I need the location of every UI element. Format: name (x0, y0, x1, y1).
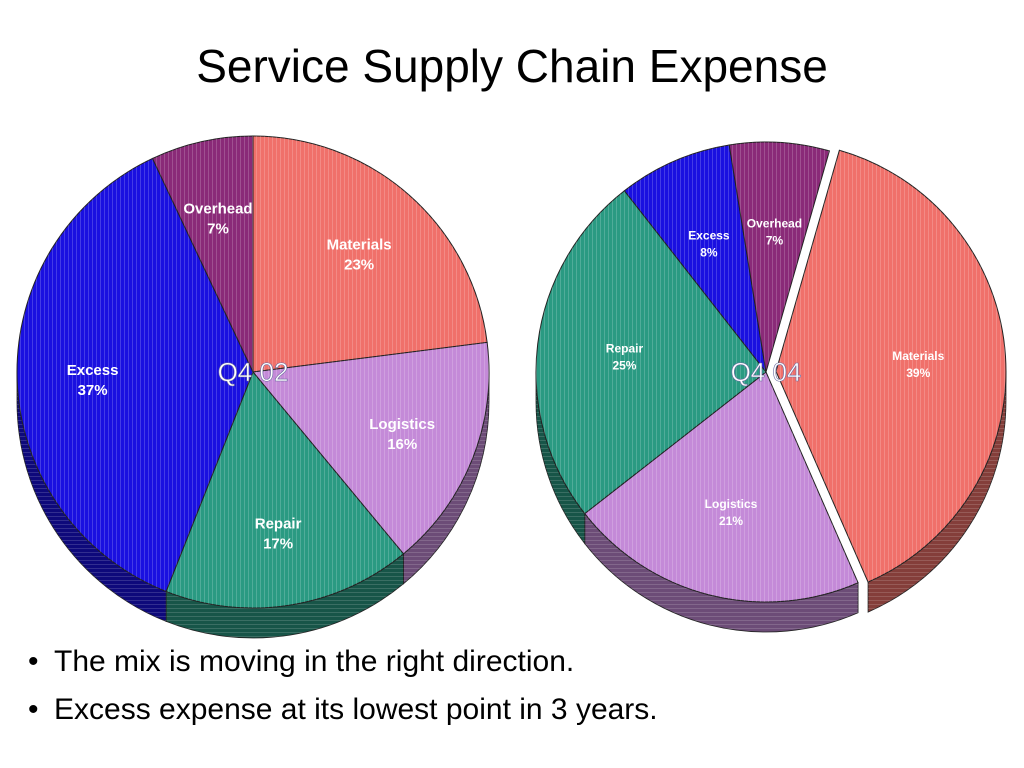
pie-slice-texture (775, 150, 1006, 583)
slice-label-overhead: Overhead (747, 217, 802, 231)
pie-chart-q4-04: Materials 39% Logistics 21% Repair 25% Excess 8… (535, 141, 1007, 633)
pie-slice-texture (166, 372, 404, 608)
pie-slice-texture (152, 136, 253, 372)
bullet-item: • The mix is moving in the right directio… (28, 638, 658, 686)
slice-label-logistics: Logistics (369, 416, 435, 433)
slice-value-repair: 25% (612, 359, 636, 373)
pie-side-texture (166, 553, 404, 638)
slice-value-overhead: 7% (766, 234, 784, 248)
slice-value-logistics: 16% (387, 436, 417, 453)
pie-chart-q4-02: Materials 23% Logistics 16% Repair 17% Excess 3… (16, 135, 490, 639)
slice-value-excess: 37% (78, 382, 108, 399)
pie-slice-texture (584, 372, 859, 602)
slice-value-overhead: 7% (207, 220, 229, 237)
slice-label-materials: Materials (892, 349, 944, 363)
pie-center-label: Q4 02 (218, 357, 289, 387)
pie-side-texture (536, 372, 585, 544)
slice-label-repair: Repair (606, 342, 644, 356)
bullet-dot: • (28, 645, 39, 678)
pie-center-label: Q4 04 (731, 357, 802, 387)
pie-slice-texture (624, 144, 766, 372)
slice-value-repair: 17% (263, 536, 293, 553)
pie-side-texture (868, 371, 1006, 613)
pie-side-texture (403, 372, 489, 584)
bullet-dot: • (28, 693, 39, 726)
slide-title: Service Supply Chain Expense (196, 40, 828, 92)
slice-value-logistics: 21% (719, 514, 743, 528)
bullet-list: • The mix is moving in the right directio… (28, 638, 658, 734)
pie-slice-texture (16, 158, 253, 592)
slice-value-materials: 39% (906, 366, 930, 380)
pie-slice-texture (253, 342, 489, 554)
slice-label-logistics: Logistics (705, 497, 758, 511)
pie-side-texture (17, 372, 167, 622)
bullet-item: • Excess expense at its lowest point in 3… (28, 686, 658, 734)
slice-label-excess: Excess (688, 228, 730, 242)
pie-slice-texture (536, 190, 766, 514)
pie-charts: Materials 23% Logistics 16% Repair 17% Excess 3… (16, 135, 1007, 639)
slice-label-excess: Excess (67, 362, 119, 379)
slice-label-materials: Materials (327, 237, 392, 254)
slice-label-overhead: Overhead (183, 200, 252, 217)
pie-side-texture (584, 513, 859, 632)
slice-value-materials: 23% (344, 257, 374, 274)
pie-slice-texture (729, 142, 830, 372)
slice-label-repair: Repair (255, 516, 302, 533)
pie-slice-texture (253, 136, 488, 372)
slice-value-excess: 8% (700, 245, 718, 259)
